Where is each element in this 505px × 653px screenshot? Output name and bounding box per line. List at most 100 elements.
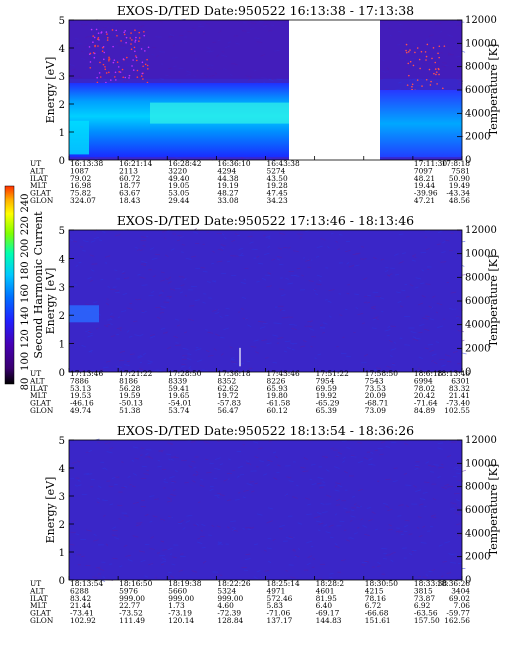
speckle-dot [134,41,136,43]
y2-axis-label: Temperature [K] [487,255,500,347]
table-cell: 151.61 [365,616,391,625]
table-cell: 29.44 [168,196,189,205]
speckle-dot [141,48,143,50]
speckle-dot [407,84,409,86]
y-tick-label: 5 [59,436,65,447]
speckle-dot [436,83,438,85]
speckle-dot [100,76,102,78]
speckle-dot [113,62,115,64]
y-tick-label: 4 [59,254,65,265]
noise-mark [155,254,160,255]
speckle-dot [106,33,108,35]
speckle-dot [408,51,410,53]
speckle-dot [409,49,411,51]
colorbar-tick-label: 140 [20,307,31,326]
speckle-dot [439,45,441,47]
speckle-dot [117,61,119,63]
speckle-dot [419,59,421,61]
speckle-dot [94,46,96,48]
speckle-dot [106,72,108,74]
speckle-dot [406,52,408,54]
speckle-dot [425,59,427,61]
noise-mark [158,460,160,461]
speckle-dot [108,57,110,59]
noise-mark [313,559,315,560]
colorbar-tick-label: 200 [20,239,31,258]
panel-2: EXOS-D/TED Date:950522 17:13:46 - 18:13:… [29,213,500,415]
speckle-dot [115,30,117,32]
colorbar-tick-label: 160 [20,284,31,303]
y2-tick-label: 12000 [465,15,497,26]
y-tick-label: 1 [59,128,65,139]
speckle-dot [123,58,125,60]
speckle-dot [146,59,148,61]
noise-mark [231,359,235,360]
speckle-dot [124,77,126,79]
speckle-dot [98,39,100,41]
speckle-dot [106,31,108,33]
ion-band-right [380,90,462,157]
noise-mark [297,268,301,269]
speckle-dot [138,40,140,42]
y-tick-label: 2 [59,520,65,531]
upper-flux-region [69,20,462,79]
orbit-table: UTALTILATMLTGLATGLON18:13:54628883.4221.… [29,579,470,625]
speckle-dot [133,69,135,71]
noise-mark [266,343,271,344]
speckle-dot [134,50,136,52]
noise-mark [425,284,430,285]
noise-mark [133,321,137,322]
y-tick-label: 2 [59,311,65,322]
table-row-label: GLON [30,406,54,415]
speckle-dot [143,35,145,37]
noise-mark [136,523,142,524]
noise-mark [355,253,360,254]
noise-mark [295,557,297,558]
table-cell: 162.56 [444,616,470,625]
table-row-label: GLON [30,196,54,205]
speckle-dot [434,62,436,64]
y-tick-label: 3 [59,283,65,294]
speckle-dot [131,65,133,67]
speckle-dot [130,32,132,34]
y2-tick-label: 12000 [465,225,497,236]
y-axis-label: Energy [eV] [44,268,57,335]
speckle-dot [442,88,444,90]
speckle-dot [417,79,419,81]
speckle-dot [114,76,116,78]
orbit-table: UTALTILATMLTGLATGLON16:13:38108779.0216.… [29,159,470,205]
speckle-dot [99,72,101,74]
speckle-dot [89,46,91,48]
speckle-dot [414,52,416,54]
panel-title: EXOS-D/TED Date:950522 16:13:38 - 17:13:… [117,3,414,18]
speckle-dot [407,63,409,65]
speckle-dot [412,84,414,86]
speckle-dot [135,37,137,39]
speckle-dot [435,74,437,76]
speckle-dot [107,39,109,41]
speckle-dot [94,37,96,39]
speckle-dot [134,29,136,31]
orbit-table: UTALTILATMLTGLATGLON17:13:46788653.1319.… [29,369,470,415]
table-cell: 157.50 [414,616,440,625]
speckle-dot [411,86,413,88]
speckle-dot [142,62,144,64]
speckle-dot [100,32,102,34]
table-cell: 49.74 [70,406,91,415]
speckle-dot [94,57,96,59]
noise-mark [107,320,110,321]
speckle-dot [92,35,94,37]
speckle-dot [99,62,101,64]
speckle-dot [134,47,136,49]
speckle-dot [405,50,407,52]
speckle-dot [96,29,98,31]
speckle-dot [433,47,435,49]
noise-mark [446,440,449,441]
y-tick-label: 0 [59,156,65,167]
speckle-dot [115,79,117,81]
speckle-dot [148,46,150,48]
table-cell: 102.92 [70,616,96,625]
noise-mark [339,294,341,295]
speckle-dot [103,59,105,61]
